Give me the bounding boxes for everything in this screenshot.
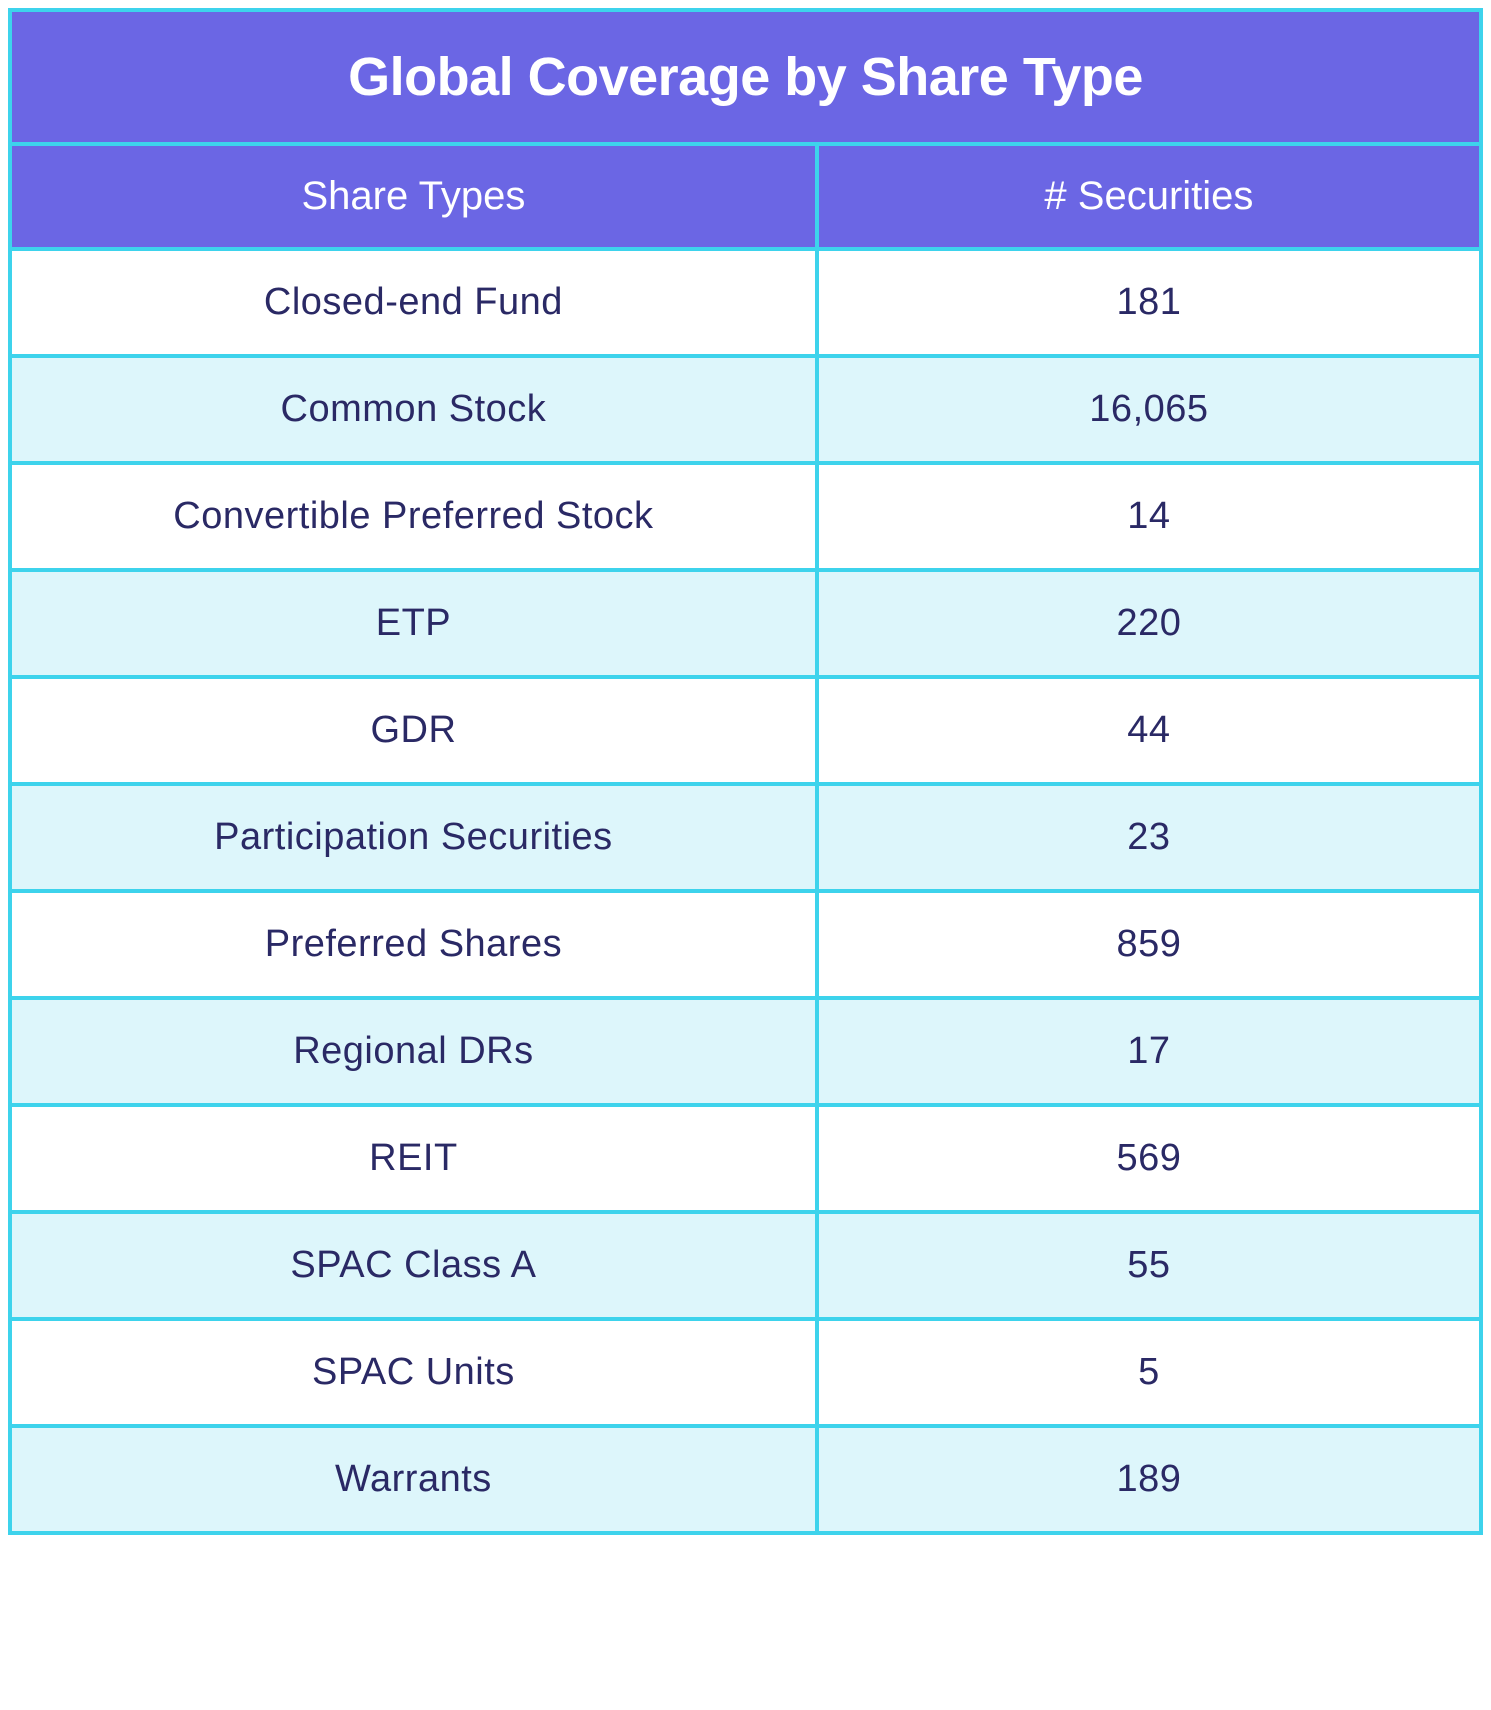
column-header-share-types: Share Types bbox=[12, 146, 819, 247]
table-row: Convertible Preferred Stock14 bbox=[12, 461, 1479, 568]
securities-count: 859 bbox=[819, 893, 1479, 996]
table-row: Preferred Shares859 bbox=[12, 889, 1479, 996]
table-title: Global Coverage by Share Type bbox=[12, 12, 1479, 142]
share-type-label: Participation Securities bbox=[12, 786, 819, 889]
share-type-table: Global Coverage by Share Type Share Type… bbox=[8, 8, 1483, 1535]
table-header-row: Share Types # Securities bbox=[12, 142, 1479, 247]
share-type-label: REIT bbox=[12, 1107, 819, 1210]
securities-count: 220 bbox=[819, 572, 1479, 675]
table-row: SPAC Units5 bbox=[12, 1317, 1479, 1424]
table-row: SPAC Class A55 bbox=[12, 1210, 1479, 1317]
table-row: ETP220 bbox=[12, 568, 1479, 675]
share-type-label: SPAC Class A bbox=[12, 1214, 819, 1317]
table-row: Regional DRs17 bbox=[12, 996, 1479, 1103]
securities-count: 55 bbox=[819, 1214, 1479, 1317]
securities-count: 44 bbox=[819, 679, 1479, 782]
table-row: Warrants189 bbox=[12, 1424, 1479, 1531]
table-row: REIT569 bbox=[12, 1103, 1479, 1210]
table-row: Common Stock16,065 bbox=[12, 354, 1479, 461]
share-type-label: Common Stock bbox=[12, 358, 819, 461]
securities-count: 5 bbox=[819, 1321, 1479, 1424]
share-type-label: Closed-end Fund bbox=[12, 251, 819, 354]
table-body: Closed-end Fund181Common Stock16,065Conv… bbox=[12, 247, 1479, 1531]
securities-count: 569 bbox=[819, 1107, 1479, 1210]
share-type-label: GDR bbox=[12, 679, 819, 782]
table-row: Closed-end Fund181 bbox=[12, 247, 1479, 354]
share-type-label: Preferred Shares bbox=[12, 893, 819, 996]
securities-count: 181 bbox=[819, 251, 1479, 354]
share-type-label: ETP bbox=[12, 572, 819, 675]
securities-count: 17 bbox=[819, 1000, 1479, 1103]
table-row: GDR44 bbox=[12, 675, 1479, 782]
securities-count: 16,065 bbox=[819, 358, 1479, 461]
securities-count: 189 bbox=[819, 1428, 1479, 1531]
column-header-securities: # Securities bbox=[819, 146, 1479, 247]
share-type-label: Warrants bbox=[12, 1428, 819, 1531]
share-type-label: SPAC Units bbox=[12, 1321, 819, 1424]
securities-count: 23 bbox=[819, 786, 1479, 889]
table-row: Participation Securities23 bbox=[12, 782, 1479, 889]
share-type-label: Regional DRs bbox=[12, 1000, 819, 1103]
securities-count: 14 bbox=[819, 465, 1479, 568]
share-type-label: Convertible Preferred Stock bbox=[12, 465, 819, 568]
